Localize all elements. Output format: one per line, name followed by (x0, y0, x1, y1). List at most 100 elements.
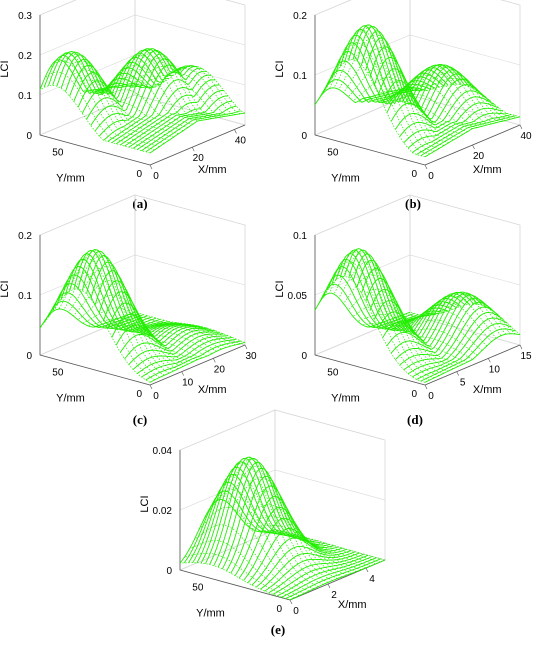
surface-line (120, 329, 216, 353)
y-tick-label: 0 (411, 169, 417, 180)
surface-line (416, 114, 512, 155)
z-tick-label: 0.1 (293, 231, 307, 242)
z-tick-label: 0.1 (18, 291, 32, 302)
surface-line (96, 55, 208, 120)
surface-line (73, 280, 184, 367)
surface-line (324, 251, 435, 379)
x-axis-label: X/mm (473, 164, 502, 176)
surface-line (208, 473, 319, 587)
x-tick-label: 0 (428, 171, 434, 182)
surface-line (44, 71, 155, 151)
x-tick (181, 371, 184, 376)
x-tick-label: 2 (331, 590, 337, 601)
x-tick-label: 20 (214, 364, 226, 375)
surface-line (124, 331, 220, 360)
surface-line (39, 288, 151, 383)
x-tick-label: 0 (428, 391, 434, 402)
x-tick-label: 0 (153, 171, 159, 182)
surface-line (264, 552, 360, 592)
surface-line (386, 295, 497, 339)
y-axis-line (314, 354, 426, 386)
y-axis-label: Y/mm (331, 173, 360, 185)
surface-line (371, 319, 483, 351)
x-tick (519, 344, 523, 350)
z-axis-label: LCI (0, 60, 11, 77)
surface-line (277, 556, 373, 597)
z-tick-label: 0.1 (293, 71, 307, 82)
y-tick-label: 50 (192, 583, 204, 594)
surface-line (44, 271, 155, 381)
x-tick (149, 384, 153, 390)
y-axis-line (39, 134, 151, 166)
z-gridline (314, 94, 521, 136)
chart-e: 0 0.02 0.04 LCI 0 2 4 X/mm 0 50 Y/mm (139, 409, 387, 620)
x-tick-label: 10 (182, 378, 194, 389)
surface-line (130, 65, 241, 115)
surface-line (141, 338, 237, 378)
surface-line (54, 53, 165, 144)
z-tick-label: 0 (301, 131, 307, 142)
z-tick-label: 0 (26, 131, 32, 142)
z-tick-label: 0.2 (293, 11, 307, 22)
surface-line (412, 317, 508, 378)
x-tick (519, 124, 523, 130)
surface-line (149, 341, 246, 383)
surface-line (115, 74, 212, 145)
surface-line (285, 558, 381, 599)
surface-line (43, 54, 140, 94)
surface-line (94, 53, 191, 132)
surface-line (115, 318, 227, 348)
x-tick-label: 0 (293, 606, 299, 617)
y-axis-label: Y/mm (56, 173, 85, 185)
y-tick-label: 0 (411, 389, 417, 400)
surface-line (53, 250, 165, 376)
surface-line (49, 258, 160, 378)
z-gridline (39, 194, 246, 236)
surface-line (212, 462, 324, 585)
x-axis-line (424, 124, 521, 166)
z-gridline (39, 0, 246, 16)
x-tick-label: 20 (473, 151, 485, 162)
surface-line (145, 110, 241, 153)
surface-line (344, 28, 440, 105)
z-tick-label: 0.2 (18, 51, 32, 62)
surface-line (395, 291, 507, 335)
surface-line (106, 48, 217, 119)
surface-line (49, 60, 160, 147)
surface (314, 248, 521, 383)
surface-line (92, 64, 203, 121)
surface-line (314, 275, 426, 383)
z-gridline (314, 0, 521, 16)
surface-line (399, 96, 495, 137)
surface-line (203, 489, 314, 590)
y-tick-label: 0 (276, 604, 282, 615)
x-tick-label: 5 (460, 378, 466, 389)
caption-a: (a) (132, 196, 148, 211)
surface-line (189, 540, 300, 596)
surface-line (367, 326, 478, 356)
chart-c: 0 0.1 0.2 LCI 0 10 20 30 X/mm 0 50 Y/mm (0, 194, 257, 405)
surface-line (395, 67, 506, 121)
surface-line (314, 292, 411, 328)
surface-line (319, 261, 430, 381)
surface-line (352, 24, 449, 102)
surface-line (328, 24, 440, 149)
surface-line (209, 456, 305, 565)
surface-line (103, 64, 199, 141)
surface-line (409, 303, 521, 335)
surface-line (371, 84, 483, 127)
surface-line (333, 251, 445, 374)
surface-line (111, 320, 222, 350)
x-tick (365, 567, 369, 573)
surface-line (58, 249, 170, 374)
axes-box (178, 409, 387, 601)
surface-line (222, 458, 333, 581)
y-axis-label: Y/mm (56, 393, 85, 405)
y-tick-label: 50 (52, 148, 64, 159)
x-axis-line (149, 344, 246, 386)
surface-line (232, 477, 343, 578)
surface-line (179, 562, 291, 601)
surface-line (390, 64, 502, 122)
surface-line (260, 531, 371, 567)
caption-d: (d) (407, 412, 423, 427)
